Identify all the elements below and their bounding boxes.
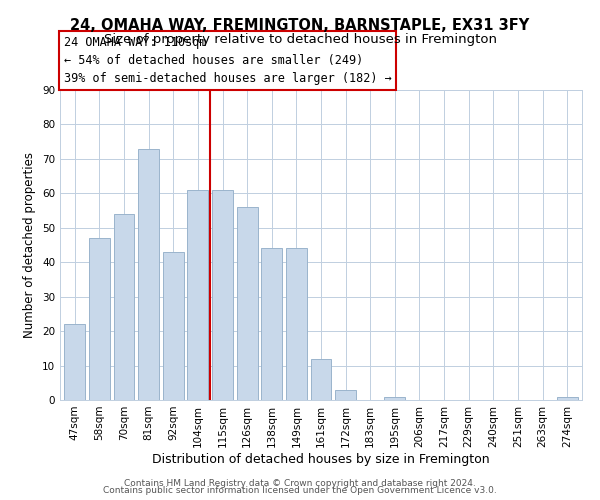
Bar — [311, 358, 331, 400]
Text: 24 OMAHA WAY: 110sqm
← 54% of detached houses are smaller (249)
39% of semi-deta: 24 OMAHA WAY: 110sqm ← 54% of detached h… — [64, 36, 391, 85]
Y-axis label: Number of detached properties: Number of detached properties — [23, 152, 37, 338]
Bar — [557, 396, 578, 400]
Text: Contains HM Land Registry data © Crown copyright and database right 2024.: Contains HM Land Registry data © Crown c… — [124, 478, 476, 488]
X-axis label: Distribution of detached houses by size in Fremington: Distribution of detached houses by size … — [152, 452, 490, 466]
Bar — [335, 390, 356, 400]
Bar — [236, 207, 257, 400]
Bar — [113, 214, 134, 400]
Bar — [261, 248, 282, 400]
Bar — [385, 396, 406, 400]
Text: Contains public sector information licensed under the Open Government Licence v3: Contains public sector information licen… — [103, 486, 497, 495]
Bar — [89, 238, 110, 400]
Bar — [163, 252, 184, 400]
Text: 24, OMAHA WAY, FREMINGTON, BARNSTAPLE, EX31 3FY: 24, OMAHA WAY, FREMINGTON, BARNSTAPLE, E… — [70, 18, 530, 32]
Bar — [286, 248, 307, 400]
Bar — [138, 148, 159, 400]
Bar — [187, 190, 208, 400]
Bar — [64, 324, 85, 400]
Bar — [212, 190, 233, 400]
Text: Size of property relative to detached houses in Fremington: Size of property relative to detached ho… — [104, 32, 497, 46]
